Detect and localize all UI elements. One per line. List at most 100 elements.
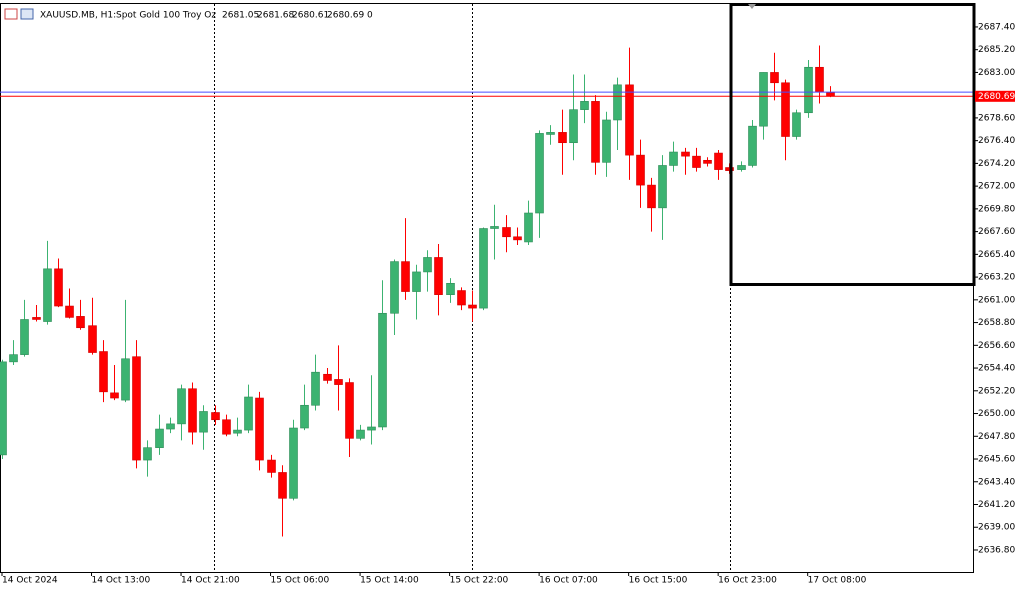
candle-body: [143, 447, 152, 461]
y-tick-label: 2654.40: [978, 364, 1015, 374]
candle-body: [792, 112, 801, 137]
icon: [20, 8, 34, 20]
candle-body: [155, 428, 164, 448]
icon: [4, 8, 18, 20]
candle-body: [54, 268, 63, 307]
candle-body: [188, 388, 197, 433]
bid-label: 2680.69: [978, 92, 1015, 102]
candle-body: [345, 382, 354, 439]
candle-body: [781, 82, 790, 137]
y-tick-label: 2645.60: [978, 455, 1015, 465]
x-tick-label: 16 Oct 07:00: [539, 576, 598, 586]
header: XAUUSD.MB, H1: Spot Gold 100 Troy Oz 268…: [4, 8, 373, 21]
candle-body: [669, 151, 678, 166]
marks: [0, 45, 974, 537]
candle-body: [636, 154, 645, 186]
candle-body: [412, 271, 421, 292]
day-separators: [214, 4, 731, 572]
candle-body: [43, 268, 52, 322]
candle-body: [289, 427, 298, 499]
candle-body: [748, 125, 757, 166]
candle-body: [401, 261, 410, 292]
candle-body: [434, 257, 443, 295]
candle-body: [804, 66, 813, 114]
header-symbol: XAUUSD.MB, H1:: [40, 11, 116, 21]
candle-body: [110, 392, 119, 399]
candle-body: [602, 119, 611, 163]
candle-body: [569, 109, 578, 144]
y-tick-label: 2661.00: [978, 295, 1015, 305]
candle-body: [0, 361, 7, 456]
y-tick-label: 2663.20: [978, 273, 1015, 283]
candle-body: [211, 412, 220, 421]
candle-body: [815, 66, 824, 93]
y-tick-label: 2636.80: [978, 545, 1015, 555]
y-tick-label: 2656.60: [978, 341, 1015, 351]
candle-body: [278, 472, 287, 499]
shift-marker: [748, 4, 756, 9]
candle-body: [166, 423, 175, 430]
y-tick-label: 2665.40: [978, 250, 1015, 260]
candle-body: [502, 227, 511, 238]
header-description: Spot Gold 100 Troy Oz: [116, 11, 216, 21]
y-tick-label: 2687.40: [978, 22, 1015, 32]
candle-body: [267, 459, 276, 473]
candle-body: [625, 84, 634, 156]
x-tick-label: 17 Oct 08:00: [808, 576, 867, 586]
candle-body: [9, 354, 18, 363]
candle-body: [222, 419, 231, 435]
candle-body: [356, 429, 365, 439]
candle-body: [591, 101, 600, 163]
candle-body: [446, 282, 455, 295]
x-tick-label: 14 Oct 21:00: [181, 576, 240, 586]
x-tick-label: 15 Oct 06:00: [271, 576, 330, 586]
candle-body: [323, 373, 332, 381]
candle-body: [468, 304, 477, 309]
candle-body: [177, 388, 186, 425]
candle-body: [692, 155, 701, 168]
candle-body: [300, 404, 309, 429]
candle-body: [546, 132, 555, 135]
candle-body: [32, 317, 41, 320]
y-tick-label: 2676.40: [978, 136, 1015, 146]
candle-body: [524, 212, 533, 243]
candle-body: [132, 356, 141, 461]
x-tick-label: 16 Oct 23:00: [718, 576, 777, 586]
x-tick-label: 16 Oct 15:00: [629, 576, 688, 586]
candle-body: [244, 396, 253, 431]
candle-body: [513, 236, 522, 241]
candle-body: [423, 257, 432, 273]
candle-body: [390, 261, 399, 314]
candle-body: [20, 319, 29, 355]
y-tick-label: 2667.60: [978, 227, 1015, 237]
candle-body: [714, 152, 723, 170]
candle-body: [770, 72, 779, 84]
candle-body: [558, 132, 567, 144]
candle-body: [647, 184, 656, 209]
y-tick-label: 2685.20: [978, 45, 1015, 55]
x-tick-label: 14 Oct 13:00: [92, 576, 151, 586]
highlight-box: [729, 3, 976, 286]
candle-body: [199, 411, 208, 433]
header-high: 2681.68: [257, 11, 294, 21]
candle-body: [703, 159, 712, 164]
header-low: 2680.61: [292, 11, 329, 21]
candle-body: [613, 84, 622, 121]
candle-body: [121, 358, 130, 401]
x-tick-label: 14 Oct 2024: [2, 576, 58, 586]
candle-body: [658, 165, 667, 209]
candle-body: [233, 429, 242, 434]
candle-body: [99, 351, 108, 393]
x-tick-label: 15 Oct 22:00: [450, 576, 509, 586]
candle-body: [378, 312, 387, 428]
y-tick-label: 2639.00: [978, 523, 1015, 533]
candle-body: [490, 226, 499, 229]
candle-body: [681, 151, 690, 157]
candle-body: [580, 101, 589, 110]
candle-body: [759, 72, 768, 127]
candle-body: [255, 397, 264, 461]
candle-body: [457, 290, 466, 306]
y-tick-label: 2658.80: [978, 318, 1015, 328]
y-tick-label: 2652.20: [978, 386, 1015, 396]
